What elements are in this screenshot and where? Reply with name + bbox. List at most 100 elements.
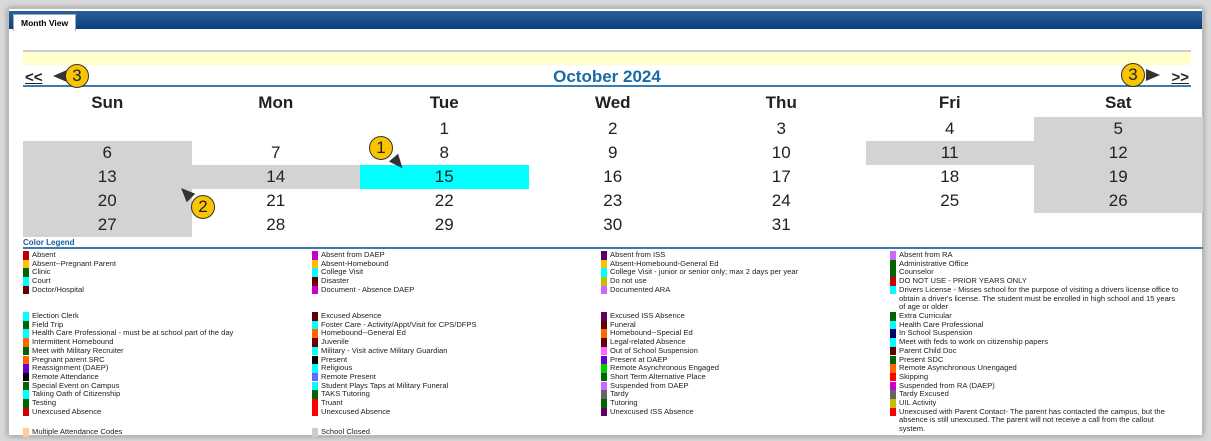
legend-item: Special Event on Campus — [23, 381, 312, 391]
legend-item: Court — [23, 276, 312, 286]
color-swatch — [23, 268, 29, 277]
color-swatch — [312, 329, 318, 338]
color-swatch — [23, 364, 29, 373]
day-cell-31[interactable]: 31 — [771, 215, 791, 234]
day-cell-4[interactable]: 4 — [945, 119, 955, 138]
day-cell-3[interactable]: 3 — [776, 119, 786, 138]
color-swatch — [890, 251, 896, 260]
day-cell-1[interactable]: 1 — [439, 119, 449, 138]
legend-label: Unexcused ISS Absence — [610, 406, 694, 416]
legend-label: Remote Asynchronous Unengaged — [899, 363, 1017, 373]
day-cell-19[interactable]: 19 — [1034, 165, 1203, 189]
color-swatch — [890, 277, 896, 286]
day-cell-6[interactable]: 6 — [23, 141, 192, 165]
day-cell-22[interactable]: 22 — [434, 191, 454, 210]
legend-item: Suspended from DAEP — [601, 381, 890, 391]
weekday-fri: Fri — [938, 93, 961, 112]
day-cell-18[interactable]: 18 — [940, 167, 960, 186]
legend-item: Parent Child Doc — [890, 346, 1179, 356]
color-swatch — [23, 251, 29, 260]
previous-month-link[interactable]: << — [25, 69, 43, 86]
day-cell-11[interactable]: 11 — [865, 141, 1034, 165]
legend-item: Extra Curricular — [890, 311, 1179, 321]
legend-label: TAKS Tutoring — [321, 389, 370, 399]
day-cell-20[interactable]: 20 — [23, 189, 192, 213]
color-swatch — [312, 346, 318, 356]
legend-item: Health Care Professional — [890, 320, 1179, 330]
day-cell-17[interactable]: 17 — [771, 167, 791, 186]
legend-item: Foster Care - Activity/Appt/Visit for CP… — [312, 320, 601, 330]
legend-label: Multiple Attendance Codes — [32, 427, 123, 436]
legend-label: Meet with feds to work on citizenship pa… — [899, 337, 1048, 347]
legend-label: Doctor/Hospital — [32, 284, 84, 294]
legend-item: Drivers License - Misses school for the … — [890, 285, 1179, 312]
legend-label: Absent-Homebound — [321, 258, 389, 268]
day-cell-27[interactable]: 27 — [23, 213, 192, 237]
day-cell-15[interactable]: 15 — [360, 165, 529, 189]
legend-item: Disaster — [312, 276, 601, 286]
day-cell-16[interactable]: 16 — [603, 167, 623, 186]
day-cell-26[interactable]: 26 — [1034, 189, 1203, 213]
color-swatch — [312, 259, 318, 269]
legend-label: Disaster — [321, 276, 349, 286]
color-swatch — [890, 329, 896, 338]
legend-item: Doctor/Hospital — [23, 284, 312, 295]
day-cell-7[interactable]: 7 — [271, 143, 281, 162]
next-month-link[interactable]: >> — [1171, 69, 1189, 86]
day-cell-21[interactable]: 21 — [266, 191, 286, 210]
legend-item: Meet with feds to work on citizenship pa… — [890, 337, 1179, 347]
legend-column: Election Clerk Field Trip Health Care Prof… — [23, 311, 312, 434]
callout-marker-1: 1 — [369, 136, 393, 160]
legend-item: Excused Absence — [312, 311, 601, 321]
day-cell-13[interactable]: 13 — [23, 165, 192, 189]
tab-month-view[interactable]: Month View — [13, 14, 77, 31]
legend-item: Document - Absence DAEP — [312, 284, 601, 295]
day-cell-24[interactable]: 24 — [771, 191, 791, 210]
color-swatch — [312, 285, 318, 295]
legend-item: Meet with Military Recruiter — [23, 346, 312, 356]
legend-item: DO NOT USE - PRIOR YEARS ONLY — [890, 276, 1179, 286]
day-cell-23[interactable]: 23 — [603, 191, 623, 210]
legend-item: Unexcused Absence — [312, 407, 601, 417]
legend-label: Remote Present — [321, 371, 376, 381]
color-swatch — [890, 372, 896, 382]
legend-label: Absent-Homebound-General Ed — [610, 258, 719, 268]
color-swatch — [890, 346, 896, 356]
legend-label: Intermittent Homebound — [32, 337, 114, 347]
legend-label: School Closed — [321, 427, 370, 436]
legend-item: Legal-related Absence — [601, 337, 890, 347]
message-strip — [23, 50, 1191, 65]
legend-label: Document - Absence DAEP — [321, 284, 415, 294]
color-swatch — [601, 390, 607, 399]
legend-column: Excused Absence Foster Care - Activity/Ap… — [312, 311, 601, 434]
color-swatch — [601, 259, 607, 269]
color-swatch — [312, 312, 318, 321]
day-cell-28[interactable]: 28 — [266, 215, 286, 234]
day-cell-12[interactable]: 12 — [1034, 141, 1203, 165]
legend-label: College Visit — [321, 267, 364, 277]
day-cell-5[interactable]: 5 — [1034, 117, 1203, 141]
color-swatch — [23, 399, 29, 408]
day-cell-25[interactable]: 25 — [940, 191, 960, 210]
month-nav: << October 2024 >> — [23, 65, 1191, 87]
empty-cell — [866, 213, 1035, 237]
legend-label: Documented ARA — [610, 284, 671, 294]
legend-item: Unexcused with Parent Contact- The paren… — [890, 407, 1179, 434]
legend-item: Reassignment (DAEP) — [23, 364, 312, 373]
day-cell-14[interactable]: 14 — [191, 165, 360, 189]
color-swatch — [601, 251, 607, 260]
legend-item: Remote Asynchronous Unengaged — [890, 364, 1179, 373]
day-cell-8[interactable]: 8 — [439, 143, 449, 162]
legend-group: Multiple Attendance Codes School Closed — [23, 427, 1191, 437]
color-swatch — [890, 268, 896, 277]
day-cell-29[interactable]: 29 — [434, 215, 454, 234]
callout-pointer — [1146, 69, 1160, 81]
empty-cell — [23, 117, 192, 141]
legend-column: Absent Absent--Pregnant Parent Clinic Court… — [23, 250, 312, 312]
legend-label: Present at DAEP — [610, 354, 668, 364]
day-cell-9[interactable]: 9 — [608, 143, 618, 162]
day-cell-10[interactable]: 10 — [771, 143, 791, 162]
day-cell-30[interactable]: 30 — [603, 215, 623, 234]
day-cell-2[interactable]: 2 — [608, 119, 618, 138]
legend-label: DO NOT USE - PRIOR YEARS ONLY — [899, 276, 1027, 286]
